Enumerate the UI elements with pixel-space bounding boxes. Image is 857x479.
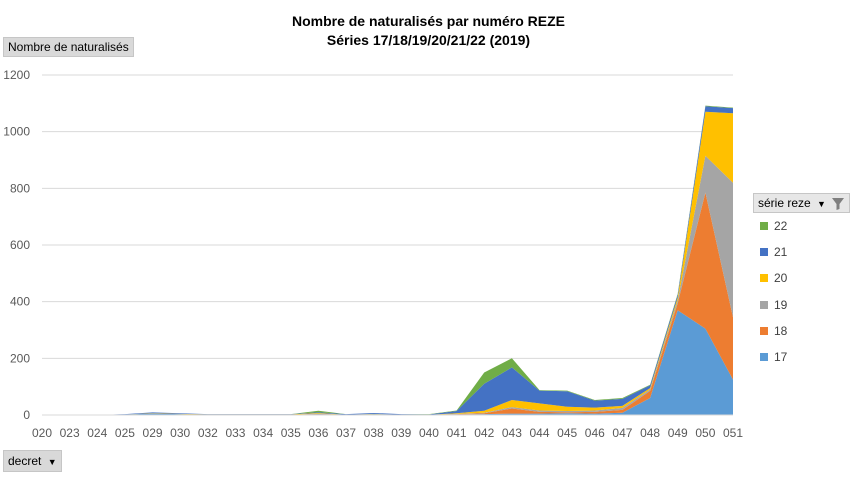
x-tick-label: 040 (419, 426, 439, 440)
x-tick-label: 050 (695, 426, 715, 440)
x-tick-label: 051 (723, 426, 743, 440)
legend-label: 17 (774, 349, 788, 364)
area-series-19 (42, 155, 733, 416)
x-tick-label: 033 (225, 426, 245, 440)
legend-label: 20 (774, 271, 788, 286)
filter-funnel-icon (832, 197, 845, 210)
legend-field-label: série reze (758, 196, 811, 210)
x-tick-label: 044 (530, 426, 550, 440)
area-series-21 (42, 106, 733, 415)
x-tick-label: 035 (281, 426, 301, 440)
dropdown-arrow-icon: ▼ (817, 198, 826, 209)
legend-field-button[interactable]: série reze ▼ (753, 193, 851, 213)
chart-title-line1: Nombre de naturalisés par numéro REZE (291, 13, 566, 29)
category-field-button[interactable]: decret ▼ (3, 450, 62, 472)
legend-label: 21 (774, 245, 788, 260)
area-series-20 (42, 111, 733, 416)
y-tick-label: 800 (10, 181, 30, 195)
x-tick-label: 042 (474, 426, 494, 440)
x-tick-label: 047 (612, 426, 632, 440)
category-field-label: decret (8, 454, 42, 468)
x-tick-label: 029 (143, 426, 163, 440)
x-tick-label: 038 (364, 426, 384, 440)
x-tick-label: 036 (308, 426, 328, 440)
y-tick-label: 200 (10, 351, 30, 365)
y-tick-label: 1000 (3, 125, 30, 139)
x-tick-label: 024 (87, 426, 107, 440)
y-tick-label: 1200 (3, 68, 30, 82)
values-field-label: Nombre de naturalisés (8, 40, 129, 54)
x-tick-label: 023 (60, 426, 80, 440)
x-tick-label: 030 (170, 426, 190, 440)
legend-swatch (760, 326, 768, 335)
y-tick-label: 400 (10, 295, 30, 309)
y-tick-label: 0 (23, 408, 30, 422)
legend-swatch (760, 300, 768, 309)
dropdown-arrow-icon: ▼ (47, 456, 57, 467)
legend-swatch (760, 222, 768, 230)
x-tick-label: 046 (585, 426, 605, 440)
values-field-button[interactable]: Nombre de naturalisés (3, 37, 134, 57)
y-tick-label: 600 (10, 238, 30, 252)
x-tick-label: 037 (336, 426, 356, 440)
area-series-22 (42, 105, 733, 415)
x-tick-label: 049 (668, 426, 688, 440)
area-series-17 (42, 310, 733, 415)
legend-label: 22 (774, 219, 788, 233)
chart-title: Nombre de naturalisés par numéro REZE Sé… (0, 12, 857, 50)
legend-label: 18 (774, 323, 788, 338)
x-tick-label: 032 (198, 426, 218, 440)
legend-swatch (760, 352, 768, 361)
legend-swatch (760, 274, 768, 283)
x-tick-label: 034 (253, 426, 273, 440)
x-tick-label: 039 (391, 426, 411, 440)
x-tick-label: 048 (640, 426, 660, 440)
x-tick-label: 025 (115, 426, 135, 440)
x-tick-label: 041 (447, 426, 467, 440)
x-tick-label: 020 (32, 426, 52, 440)
legend-label: 19 (774, 297, 788, 312)
area-series-18 (42, 192, 733, 415)
chart-title-line2: Séries 17/18/19/20/21/22 (2019) (326, 32, 531, 48)
legend-swatch (760, 248, 768, 257)
x-tick-label: 045 (557, 426, 577, 440)
x-tick-label: 043 (502, 426, 522, 440)
